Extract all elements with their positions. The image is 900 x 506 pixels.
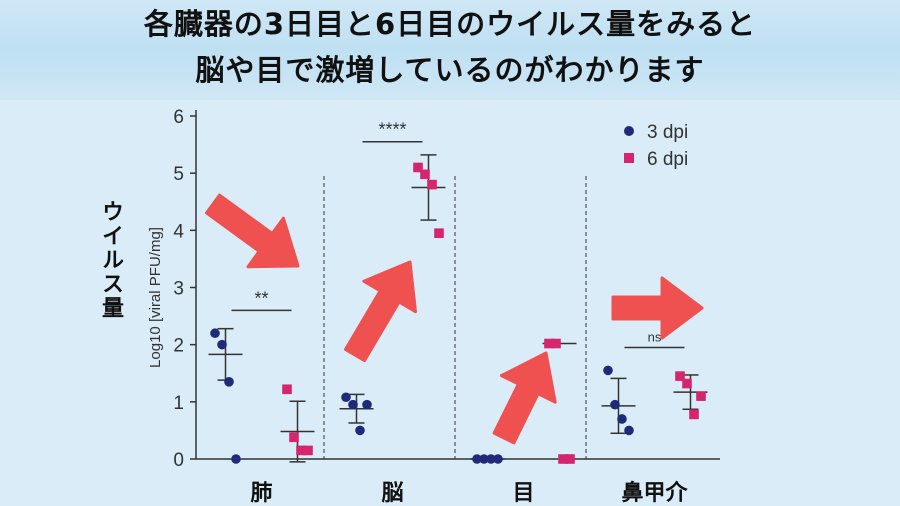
data-point xyxy=(289,432,299,443)
data-point xyxy=(362,399,372,410)
significance-label: **** xyxy=(378,120,406,140)
data-point xyxy=(303,445,313,456)
data-point xyxy=(231,454,241,464)
data-point xyxy=(479,454,489,464)
x-category-label: 目 xyxy=(512,481,534,506)
legend-marker xyxy=(624,126,634,136)
x-category-label: 脳 xyxy=(381,481,403,506)
data-point xyxy=(617,414,627,424)
data-point xyxy=(472,454,482,464)
data-point xyxy=(420,169,430,180)
red-arrow-turbinate xyxy=(611,276,704,340)
y-axis-label-japanese: ウイルス量 xyxy=(98,200,123,320)
data-point xyxy=(603,365,613,376)
data-point xyxy=(689,409,699,420)
data-point xyxy=(217,339,227,350)
data-point xyxy=(348,399,358,410)
data-point xyxy=(551,338,561,349)
data-point xyxy=(624,425,634,436)
y-tick-label: 2 xyxy=(173,336,184,357)
red-arrow-lung xyxy=(205,193,300,269)
legend-label: 6 dpi xyxy=(647,149,688,170)
data-point xyxy=(696,391,706,401)
red-arrow-brain xyxy=(344,260,417,363)
title-line-1: 各臓器の3日目と6日目のウイルス量をみると xyxy=(143,7,757,41)
title-banner: 各臓器の3日目と6日目のウイルス量をみると 脳や目で激増しているのがわかります xyxy=(0,0,900,100)
y-tick-label: 1 xyxy=(173,393,184,414)
data-point xyxy=(682,378,692,389)
x-category-label: 肺 xyxy=(250,481,272,506)
y-tick-label: 5 xyxy=(173,164,184,185)
data-point xyxy=(493,454,503,464)
y-tick-label: 3 xyxy=(173,279,184,300)
significance-label: ns xyxy=(648,330,662,345)
significance-label: ** xyxy=(254,288,268,308)
title-line-2: 脳や目で激増しているのがわかります xyxy=(195,53,705,87)
data-point xyxy=(296,445,306,456)
y-tick-label: 6 xyxy=(173,107,184,128)
y-tick-label: 4 xyxy=(173,221,184,242)
data-point xyxy=(427,179,437,190)
data-point xyxy=(610,399,620,410)
data-point xyxy=(675,371,685,381)
data-point xyxy=(224,377,234,387)
chart-panel xyxy=(0,100,900,506)
red-arrow-eye xyxy=(492,351,557,445)
data-point xyxy=(558,454,568,464)
y-axis-label: Log10 [viral PFU/mg] xyxy=(147,227,164,368)
data-point xyxy=(486,454,496,464)
y-tick-label: 0 xyxy=(173,450,184,471)
data-point xyxy=(282,384,292,395)
data-point xyxy=(565,454,575,464)
data-point xyxy=(355,425,365,436)
data-point xyxy=(434,228,444,238)
legend-marker xyxy=(624,153,634,163)
legend-label: 3 dpi xyxy=(647,122,688,143)
data-point xyxy=(210,328,220,339)
x-category-label: 鼻甲介 xyxy=(621,480,688,506)
data-point xyxy=(413,162,423,173)
data-point xyxy=(341,392,351,403)
data-point xyxy=(544,338,554,349)
